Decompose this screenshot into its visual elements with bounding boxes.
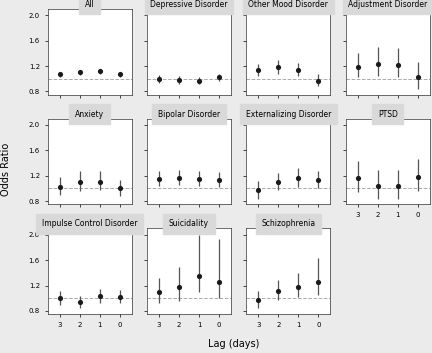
Point	[315, 178, 322, 183]
Point	[196, 176, 203, 182]
Point	[56, 295, 63, 301]
Title: Adjustment Disorder: Adjustment Disorder	[348, 0, 427, 9]
Point	[414, 174, 421, 180]
Point	[315, 280, 322, 285]
Text: Lag (days): Lag (days)	[208, 340, 259, 349]
Point	[116, 71, 123, 77]
Point	[76, 299, 83, 305]
Title: Impulse Control Disorder: Impulse Control Disorder	[42, 219, 137, 228]
Point	[394, 62, 401, 67]
Point	[96, 179, 103, 185]
Point	[414, 74, 421, 80]
Point	[295, 175, 302, 181]
Point	[354, 175, 361, 181]
Point	[216, 74, 222, 80]
Point	[255, 187, 262, 193]
Point	[175, 284, 182, 290]
Title: Anxiety: Anxiety	[75, 109, 104, 119]
Title: Bipolar Disorder: Bipolar Disorder	[158, 109, 220, 119]
Point	[56, 184, 63, 190]
Point	[156, 76, 162, 82]
Point	[295, 284, 302, 290]
Point	[275, 288, 282, 293]
Point	[156, 289, 162, 295]
Point	[315, 78, 322, 83]
Point	[96, 294, 103, 299]
Title: All: All	[85, 0, 95, 9]
Title: Externalizing Disorder: Externalizing Disorder	[246, 109, 331, 119]
Point	[374, 183, 381, 189]
Point	[216, 280, 222, 285]
Title: Schizophrenia: Schizophrenia	[261, 219, 315, 228]
Title: Depressive Disorder: Depressive Disorder	[150, 0, 228, 9]
Title: PTSD: PTSD	[378, 109, 398, 119]
Point	[76, 70, 83, 75]
Point	[275, 65, 282, 70]
Point	[96, 68, 103, 74]
Point	[394, 183, 401, 189]
Point	[56, 71, 63, 77]
Point	[374, 61, 381, 67]
Point	[216, 178, 222, 183]
Point	[175, 175, 182, 181]
Point	[295, 67, 302, 73]
Point	[175, 77, 182, 83]
Point	[116, 186, 123, 191]
Point	[196, 78, 203, 83]
Text: Odds Ratio: Odds Ratio	[1, 143, 12, 196]
Point	[255, 297, 262, 303]
Point	[255, 68, 262, 73]
Point	[196, 273, 203, 279]
Title: Suicidality: Suicidality	[169, 219, 209, 228]
Point	[275, 179, 282, 185]
Point	[354, 64, 361, 70]
Point	[76, 179, 83, 185]
Point	[156, 176, 162, 182]
Title: Other Mood Disorder: Other Mood Disorder	[248, 0, 328, 9]
Point	[116, 294, 123, 300]
